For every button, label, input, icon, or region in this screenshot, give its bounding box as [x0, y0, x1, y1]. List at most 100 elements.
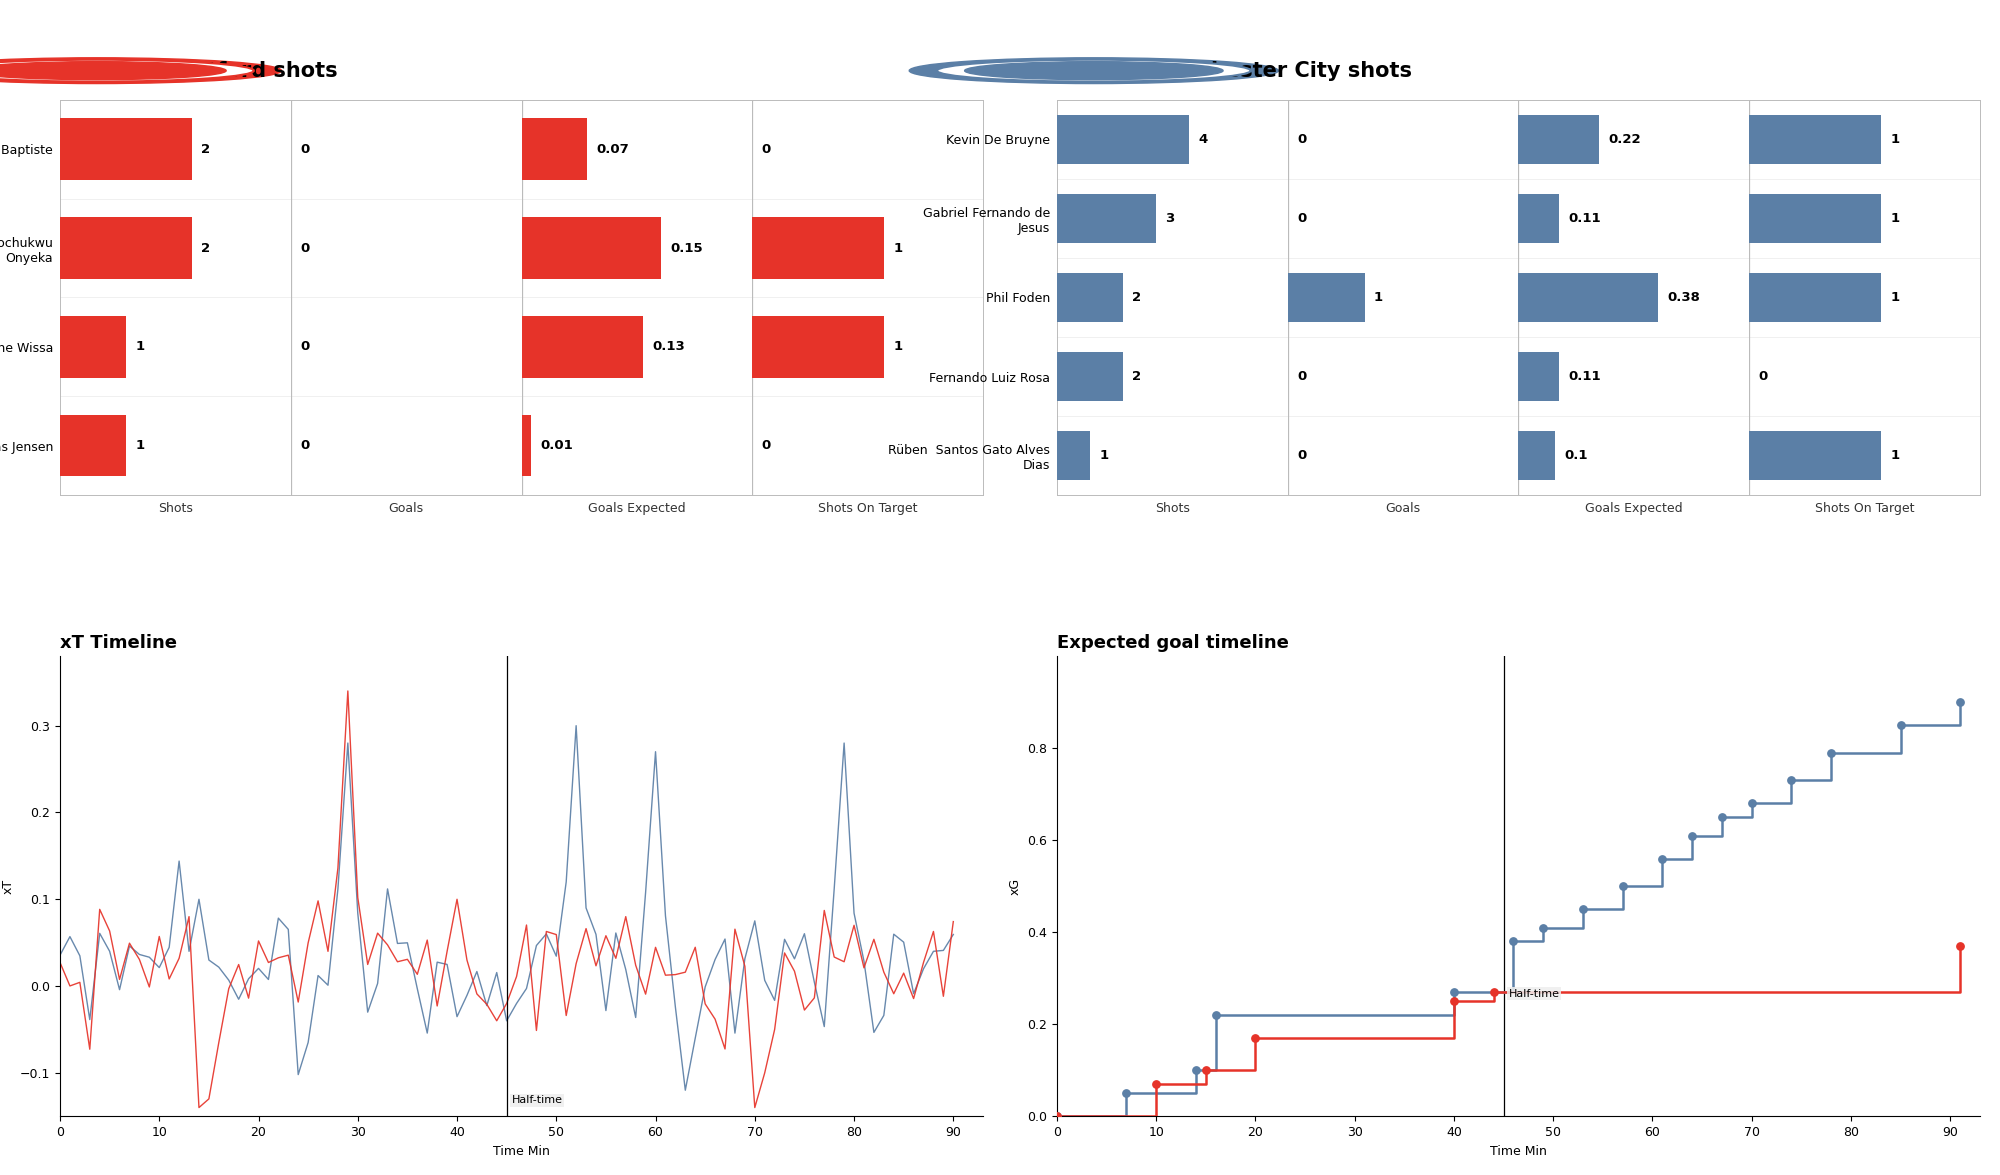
Text: 0.11: 0.11 — [1568, 212, 1600, 224]
Text: 2: 2 — [1132, 291, 1142, 304]
Point — [1944, 693, 1976, 712]
Point — [1776, 771, 1808, 790]
Point — [1566, 900, 1598, 919]
Text: 0: 0 — [762, 142, 770, 155]
Bar — [1288, 273, 1364, 322]
X-axis label: Shots: Shots — [1154, 502, 1190, 515]
Bar — [1056, 352, 1122, 401]
Text: 0: 0 — [300, 439, 310, 452]
X-axis label: Goals: Goals — [1386, 502, 1420, 515]
Text: 0: 0 — [762, 439, 770, 452]
Text: 2: 2 — [202, 142, 210, 155]
Text: 0.11: 0.11 — [1568, 370, 1600, 383]
Text: 0.01: 0.01 — [540, 439, 572, 452]
Text: 0: 0 — [1758, 370, 1768, 383]
Point — [1676, 826, 1708, 845]
Text: 0: 0 — [300, 142, 310, 155]
Bar — [1056, 431, 1090, 481]
Point — [1200, 1006, 1232, 1025]
Bar — [1518, 115, 1600, 163]
Text: 0: 0 — [300, 242, 310, 255]
Bar — [60, 415, 126, 476]
Bar — [522, 415, 530, 476]
Point — [1498, 932, 1530, 951]
Text: Half-time: Half-time — [1508, 988, 1560, 999]
Point — [1646, 850, 1678, 868]
Point — [1884, 716, 1916, 734]
Text: Manchester City shots: Manchester City shots — [1150, 61, 1412, 81]
X-axis label: Shots: Shots — [158, 502, 192, 515]
Point — [1438, 982, 1470, 1001]
X-axis label: Goals Expected: Goals Expected — [588, 502, 686, 515]
Point — [1606, 877, 1638, 895]
Y-axis label: xT: xT — [2, 879, 14, 894]
X-axis label: Shots On Target: Shots On Target — [1814, 502, 1914, 515]
X-axis label: Shots On Target: Shots On Target — [818, 502, 918, 515]
Point — [1816, 744, 1848, 763]
X-axis label: Goals Expected: Goals Expected — [1586, 502, 1682, 515]
Bar — [1518, 273, 1658, 322]
Bar — [522, 217, 662, 278]
Text: 1: 1 — [136, 341, 144, 354]
Point — [1140, 1075, 1172, 1094]
Point — [1110, 1083, 1142, 1102]
Bar — [1750, 115, 1882, 163]
Bar — [1056, 115, 1188, 163]
Bar — [1750, 273, 1882, 322]
Bar — [60, 217, 192, 278]
Text: 1: 1 — [1100, 449, 1108, 462]
Bar — [1056, 194, 1156, 243]
Text: 1: 1 — [1890, 449, 1900, 462]
Bar — [522, 119, 586, 180]
Bar — [752, 316, 884, 377]
Bar — [1518, 194, 1558, 243]
Circle shape — [0, 61, 226, 80]
Point — [1528, 918, 1560, 936]
Bar — [1518, 431, 1556, 481]
Text: Half-time: Half-time — [512, 1095, 562, 1106]
Text: 0: 0 — [1296, 449, 1306, 462]
Text: 0.1: 0.1 — [1564, 449, 1588, 462]
Point — [1478, 982, 1510, 1001]
Text: 0.15: 0.15 — [670, 242, 704, 255]
Circle shape — [0, 58, 282, 83]
Text: 0: 0 — [1296, 133, 1306, 146]
Text: 2: 2 — [202, 242, 210, 255]
Text: 2: 2 — [1132, 370, 1142, 383]
Point — [1438, 992, 1470, 1010]
Text: 1: 1 — [1890, 291, 1900, 304]
Text: 4: 4 — [1198, 133, 1208, 146]
Point — [1180, 1061, 1212, 1080]
Text: 0.22: 0.22 — [1608, 133, 1642, 146]
Text: 1: 1 — [894, 242, 902, 255]
Bar — [60, 119, 192, 180]
Text: 0: 0 — [1296, 212, 1306, 224]
Y-axis label: xG: xG — [1008, 878, 1022, 895]
Text: 0.07: 0.07 — [596, 142, 628, 155]
Point — [1040, 1107, 1072, 1126]
Text: xT Timeline: xT Timeline — [60, 634, 176, 652]
Text: 0: 0 — [1296, 370, 1306, 383]
Point — [1190, 1061, 1222, 1080]
Text: Expected goal timeline: Expected goal timeline — [1056, 634, 1288, 652]
Text: 0.13: 0.13 — [652, 341, 684, 354]
Text: 3: 3 — [1166, 212, 1174, 224]
Text: Brentford shots: Brentford shots — [152, 61, 338, 81]
Bar — [522, 316, 642, 377]
Point — [1706, 808, 1738, 827]
Text: 1: 1 — [1374, 291, 1382, 304]
Bar — [752, 217, 884, 278]
Circle shape — [964, 61, 1224, 80]
Bar — [1518, 352, 1558, 401]
Bar — [1056, 273, 1122, 322]
X-axis label: Time Min: Time Min — [494, 1144, 550, 1157]
Point — [1240, 1028, 1272, 1047]
X-axis label: Goals: Goals — [388, 502, 424, 515]
Text: 1: 1 — [136, 439, 144, 452]
Point — [1040, 1107, 1072, 1126]
Bar — [1750, 431, 1882, 481]
Circle shape — [910, 58, 1278, 83]
Bar — [60, 316, 126, 377]
Text: 1: 1 — [1890, 133, 1900, 146]
X-axis label: Time Min: Time Min — [1490, 1144, 1546, 1157]
